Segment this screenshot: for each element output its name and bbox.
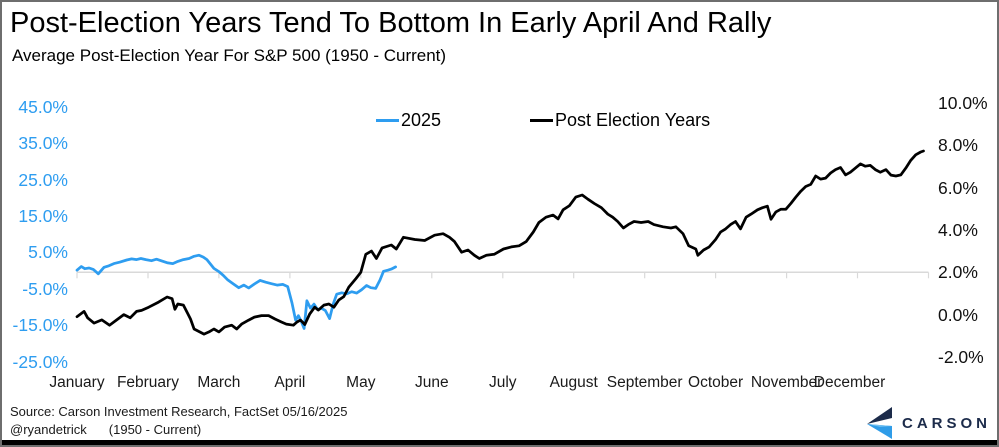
series-line-post-election-years: [75, 149, 925, 336]
source-note: Source: Carson Investment Research, Fact…: [10, 404, 348, 419]
right-axis-tick-label: 2.0%: [938, 262, 978, 283]
x-axis-month-label: December: [813, 374, 886, 391]
left-axis-tick-label: 15.0%: [18, 205, 68, 226]
author-handle: @ryandetrick: [10, 422, 87, 437]
left-axis-tick-label: -15.0%: [12, 315, 68, 336]
legend-swatch-post-election-years: [530, 119, 553, 122]
legend-swatch-2025: [376, 119, 399, 122]
x-axis-month-label: February: [116, 374, 179, 391]
carson-logo: CARSON: [864, 405, 991, 441]
x-axis-month-label: August: [549, 374, 598, 391]
chart-subtitle: Average Post-Election Year For S&P 500 (…: [12, 46, 447, 65]
x-axis-month-label: May: [346, 374, 376, 391]
date-range: (1950 - Current): [108, 422, 202, 437]
legend-label-post-election-years: Post Election Years: [555, 110, 711, 130]
x-axis-month-label: November: [750, 374, 823, 391]
x-axis-month-label: April: [274, 374, 306, 391]
x-axis-month-label: June: [414, 374, 449, 391]
legend-item-2025: 2025: [376, 110, 441, 131]
x-axis-month-label: October: [688, 374, 744, 391]
left-axis-tick-label: 45.0%: [18, 96, 68, 117]
right-axis-tick-label: 6.0%: [938, 177, 978, 198]
carson-chevron-icon: [867, 407, 892, 439]
legend-label-2025: 2025: [401, 110, 442, 130]
legend-item-post-election-years: Post Election Years: [530, 110, 710, 131]
right-axis-tick-label: 4.0%: [938, 219, 978, 240]
x-axis-month-label: January: [49, 374, 105, 391]
left-axis-tick-label: -25.0%: [12, 351, 68, 372]
x-axis-month-label: March: [197, 374, 241, 391]
left-axis-tick-label: -5.0%: [22, 278, 68, 299]
carson-logo-text: CARSON: [902, 414, 992, 432]
x-axis-month-label: July: [488, 374, 517, 391]
left-axis-tick-label: 5.0%: [28, 242, 68, 263]
attribution-note: @ryandetrick (1950 - Current): [10, 422, 201, 437]
left-axis-tick-label: 35.0%: [18, 133, 68, 154]
left-axis-tick-label: 25.0%: [18, 169, 68, 190]
right-axis-tick-label: 0.0%: [938, 304, 978, 325]
series-line-2025: [75, 253, 397, 330]
right-axis-tick-label: 10.0%: [938, 93, 988, 113]
right-axis-tick-label: -2.0%: [938, 346, 984, 367]
bottom-accent-bar: [2, 440, 997, 445]
x-axis-month-label: September: [606, 374, 683, 391]
page-title: Post-Election Years Tend To Bottom In Ea…: [10, 7, 772, 39]
right-axis-tick-label: 8.0%: [938, 135, 978, 156]
